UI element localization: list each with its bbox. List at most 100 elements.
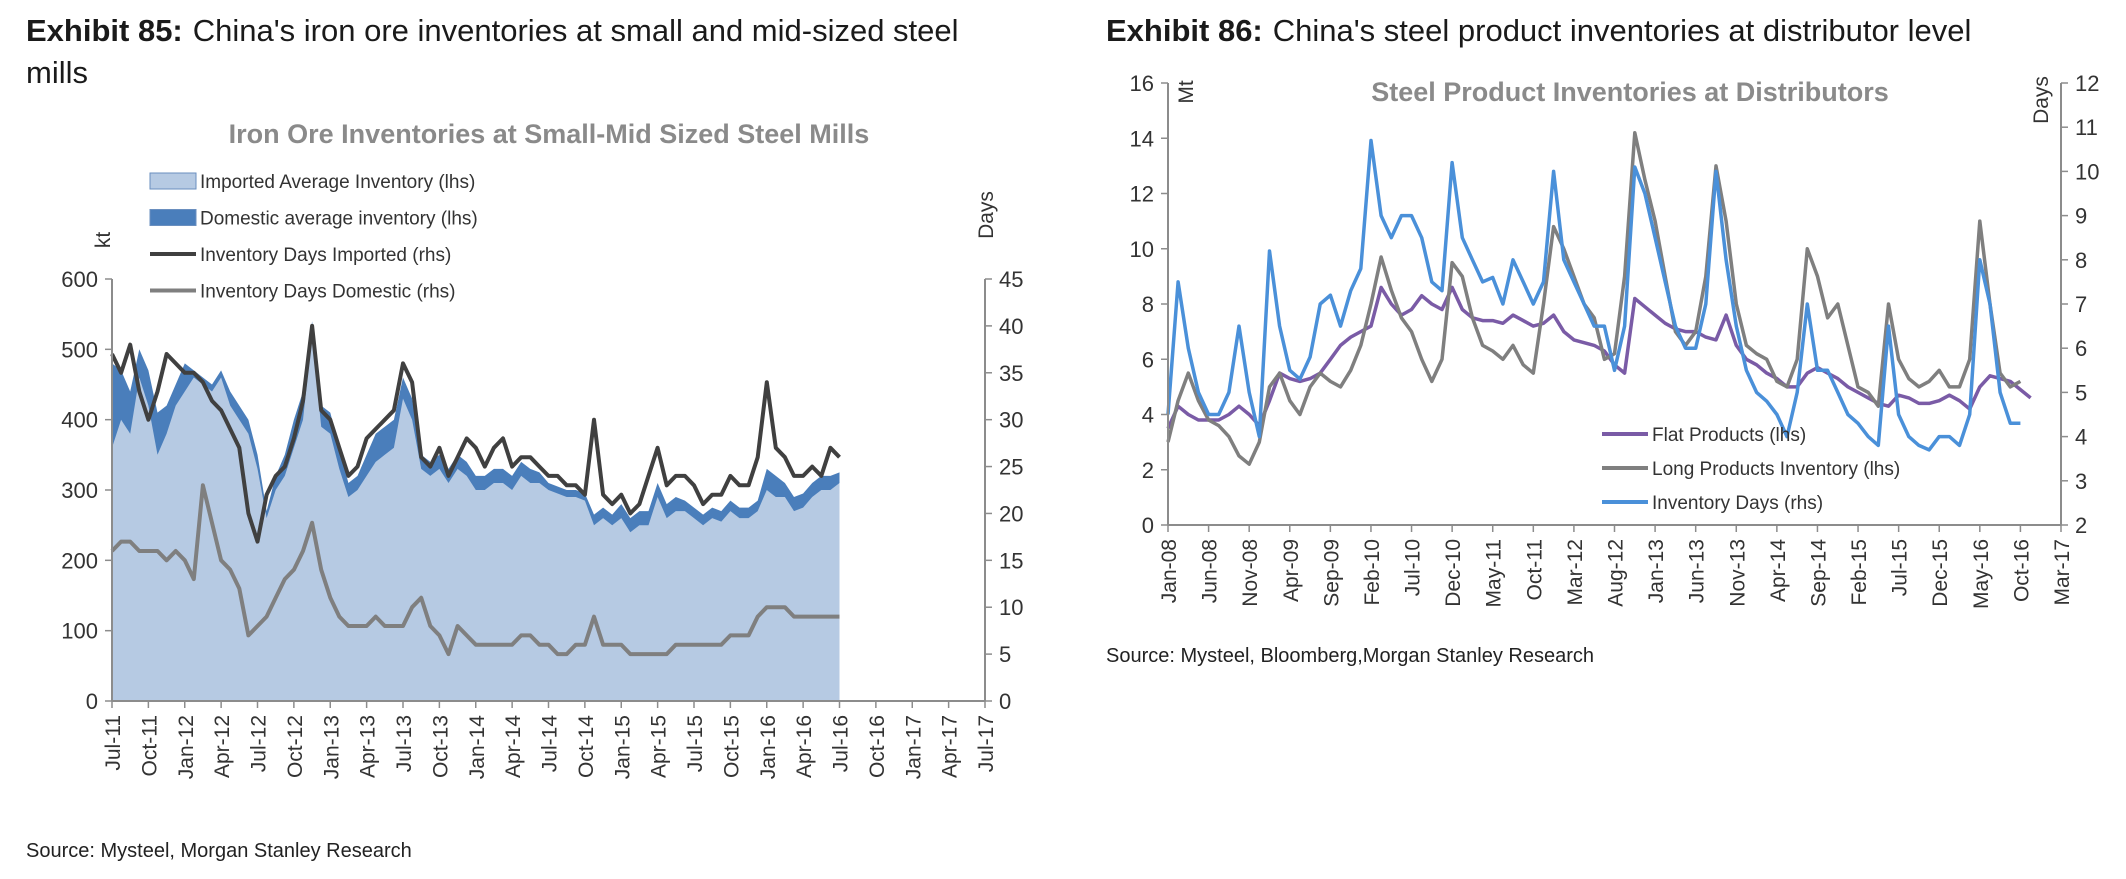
x-tick-label: Apr-17 bbox=[939, 715, 962, 778]
chart-title: Iron Ore Inventories at Small-Mid Sized … bbox=[229, 119, 870, 149]
x-tick-label: Jul-17 bbox=[975, 715, 998, 772]
y-tick-label-left: 500 bbox=[61, 337, 98, 362]
y-tick-label-left: 300 bbox=[61, 478, 98, 503]
x-tick-label: Oct-15 bbox=[720, 715, 743, 778]
y-tick-label-right: 40 bbox=[999, 314, 1023, 339]
series-line-long-products-inventory-lhs bbox=[1166, 130, 2022, 466]
x-tick-label: Apr-15 bbox=[648, 715, 671, 778]
x-tick-label: Jan-12 bbox=[175, 715, 198, 779]
x-tick-label: Oct-11 bbox=[138, 715, 161, 776]
y-tick-label-right: 7 bbox=[2075, 292, 2087, 317]
y-tick-label-left: 4 bbox=[1142, 403, 1154, 428]
x-tick-label: Oct-14 bbox=[575, 715, 598, 778]
y-tick-label-right: 12 bbox=[2075, 71, 2099, 96]
x-tick-label: Jul-15 bbox=[684, 715, 707, 772]
x-tick-label: Oct-13 bbox=[429, 715, 452, 778]
x-tick-label: Jan-17 bbox=[902, 715, 925, 779]
chart-title: Steel Product Inventories at Distributor… bbox=[1371, 77, 1889, 107]
y-axis-unit-right: Days bbox=[2030, 76, 2053, 124]
x-tick-label: Jun-13 bbox=[1686, 539, 1709, 603]
x-tick-label: Oct-16 bbox=[866, 715, 889, 778]
y-tick-label-right: 6 bbox=[2075, 336, 2087, 361]
x-tick-label: Jul-13 bbox=[393, 715, 416, 772]
x-tick-label: Jan-14 bbox=[466, 715, 489, 780]
y-tick-label-right: 25 bbox=[999, 455, 1023, 480]
exhibit-86-label: Exhibit 86: bbox=[1106, 13, 1263, 48]
x-tick-label: Feb-10 bbox=[1361, 539, 1384, 606]
x-tick-label: Jan-08 bbox=[1158, 539, 1181, 603]
y-tick-label-left: 100 bbox=[61, 619, 98, 644]
exhibit-86: Exhibit 86: China's steel product invento… bbox=[1090, 0, 2126, 879]
y-tick-label-right: 5 bbox=[2075, 380, 2087, 405]
legend-swatch bbox=[149, 172, 197, 190]
y-tick-label-left: 10 bbox=[1130, 237, 1154, 262]
series-line-flat-products-lhs bbox=[1166, 285, 2032, 430]
y-tick-label-left: 2 bbox=[1142, 458, 1154, 483]
y-tick-label-left: 600 bbox=[61, 267, 98, 292]
x-tick-label: Aug-12 bbox=[1605, 539, 1628, 607]
y-tick-label-right: 20 bbox=[999, 501, 1023, 526]
x-tick-label: Jan-16 bbox=[757, 715, 780, 779]
exhibit-85: Exhibit 85: China's iron ore inventories … bbox=[26, 13, 1023, 862]
y-tick-label-left: 6 bbox=[1142, 347, 1154, 372]
x-tick-label: Jan-13 bbox=[1645, 539, 1668, 603]
series-area-imported-average-inventory-lhs bbox=[112, 335, 840, 701]
x-tick-label: Mar-17 bbox=[2051, 539, 2074, 606]
y-tick-label-right: 0 bbox=[999, 689, 1011, 714]
y-tick-label-right: 11 bbox=[2075, 115, 2098, 140]
x-tick-label: Sep-09 bbox=[1320, 539, 1343, 607]
y-tick-label-left: 14 bbox=[1130, 126, 1154, 151]
legend-label: Long Products Inventory (lhs) bbox=[1652, 459, 1900, 480]
series-line-inventory-days-imported-rhs bbox=[110, 323, 841, 544]
x-tick-label: Apr-16 bbox=[793, 715, 816, 778]
x-tick-label: Mar-12 bbox=[1564, 539, 1587, 606]
legend-label: Inventory Days Domestic (rhs) bbox=[200, 282, 456, 303]
legend-label: Inventory Days (rhs) bbox=[1652, 493, 1823, 514]
exhibit-85-label: Exhibit 85: bbox=[26, 13, 183, 48]
x-tick-label: Sep-14 bbox=[1807, 539, 1830, 607]
y-axis-unit-right: Days bbox=[975, 191, 998, 239]
x-tick-label: Apr-13 bbox=[357, 715, 380, 778]
y-tick-label-right: 35 bbox=[999, 361, 1023, 386]
x-tick-label: Dec-10 bbox=[1442, 539, 1465, 607]
y-tick-label-right: 5 bbox=[999, 642, 1011, 667]
legend-swatch bbox=[149, 209, 197, 226]
exhibit-85-title: China's iron ore inventories at small an… bbox=[26, 13, 959, 90]
y-axis-unit-left: Mt bbox=[1175, 80, 1198, 103]
x-tick-label: Jul-11 bbox=[102, 715, 125, 771]
y-tick-label-left: 400 bbox=[61, 408, 98, 433]
x-tick-label: Dec-15 bbox=[1929, 539, 1952, 607]
x-tick-label: Nov-08 bbox=[1239, 539, 1262, 607]
y-axis-unit-left: kt bbox=[92, 232, 115, 249]
x-tick-label: Nov-13 bbox=[1726, 539, 1749, 607]
x-tick-label: Jun-08 bbox=[1199, 539, 1222, 603]
x-tick-label: Jul-14 bbox=[539, 715, 562, 773]
legend-label: Flat Products (lhs) bbox=[1652, 425, 1806, 446]
legend-label: Domestic average inventory (lhs) bbox=[200, 209, 478, 230]
legend-label: Imported Average Inventory (lhs) bbox=[200, 172, 475, 193]
y-tick-label-right: 9 bbox=[2075, 204, 2087, 229]
y-tick-label-left: 16 bbox=[1130, 71, 1154, 96]
chart-iron-ore-inventories: Iron Ore Inventories at Small-Mid Sized … bbox=[61, 119, 1023, 780]
exhibit-86-title: China's steel product inventories at dis… bbox=[1272, 13, 1972, 48]
y-tick-label-right: 30 bbox=[999, 408, 1023, 433]
x-tick-label: Jul-10 bbox=[1402, 539, 1425, 596]
exhibit-86-source: Source: Mysteel, Bloomberg,Morgan Stanle… bbox=[1106, 645, 1595, 667]
x-tick-label: Oct-16 bbox=[2010, 539, 2033, 602]
y-tick-label-right: 45 bbox=[999, 267, 1023, 292]
y-tick-label-right: 3 bbox=[2075, 469, 2087, 494]
series-line-inventory-days-domestic-rhs bbox=[110, 483, 840, 657]
x-tick-label: Jul-15 bbox=[1889, 539, 1912, 596]
y-tick-label-right: 10 bbox=[999, 595, 1023, 620]
y-tick-label-right: 2 bbox=[2075, 513, 2087, 538]
y-tick-label-right: 10 bbox=[2075, 159, 2099, 184]
chart-steel-product-inventories: Steel Product Inventories at Distributor… bbox=[1130, 71, 2100, 609]
x-tick-label: Feb-15 bbox=[1848, 539, 1871, 606]
exhibit-85-source: Source: Mysteel, Morgan Stanley Research bbox=[26, 840, 412, 862]
legend-label: Inventory Days Imported (rhs) bbox=[200, 245, 451, 266]
x-tick-label: May-11 bbox=[1483, 539, 1506, 607]
series-line-inventory-days-rhs bbox=[1166, 138, 2021, 452]
x-tick-label: Apr-12 bbox=[211, 715, 234, 778]
y-tick-label-left: 0 bbox=[86, 689, 98, 714]
y-tick-label-right: 15 bbox=[999, 548, 1023, 573]
